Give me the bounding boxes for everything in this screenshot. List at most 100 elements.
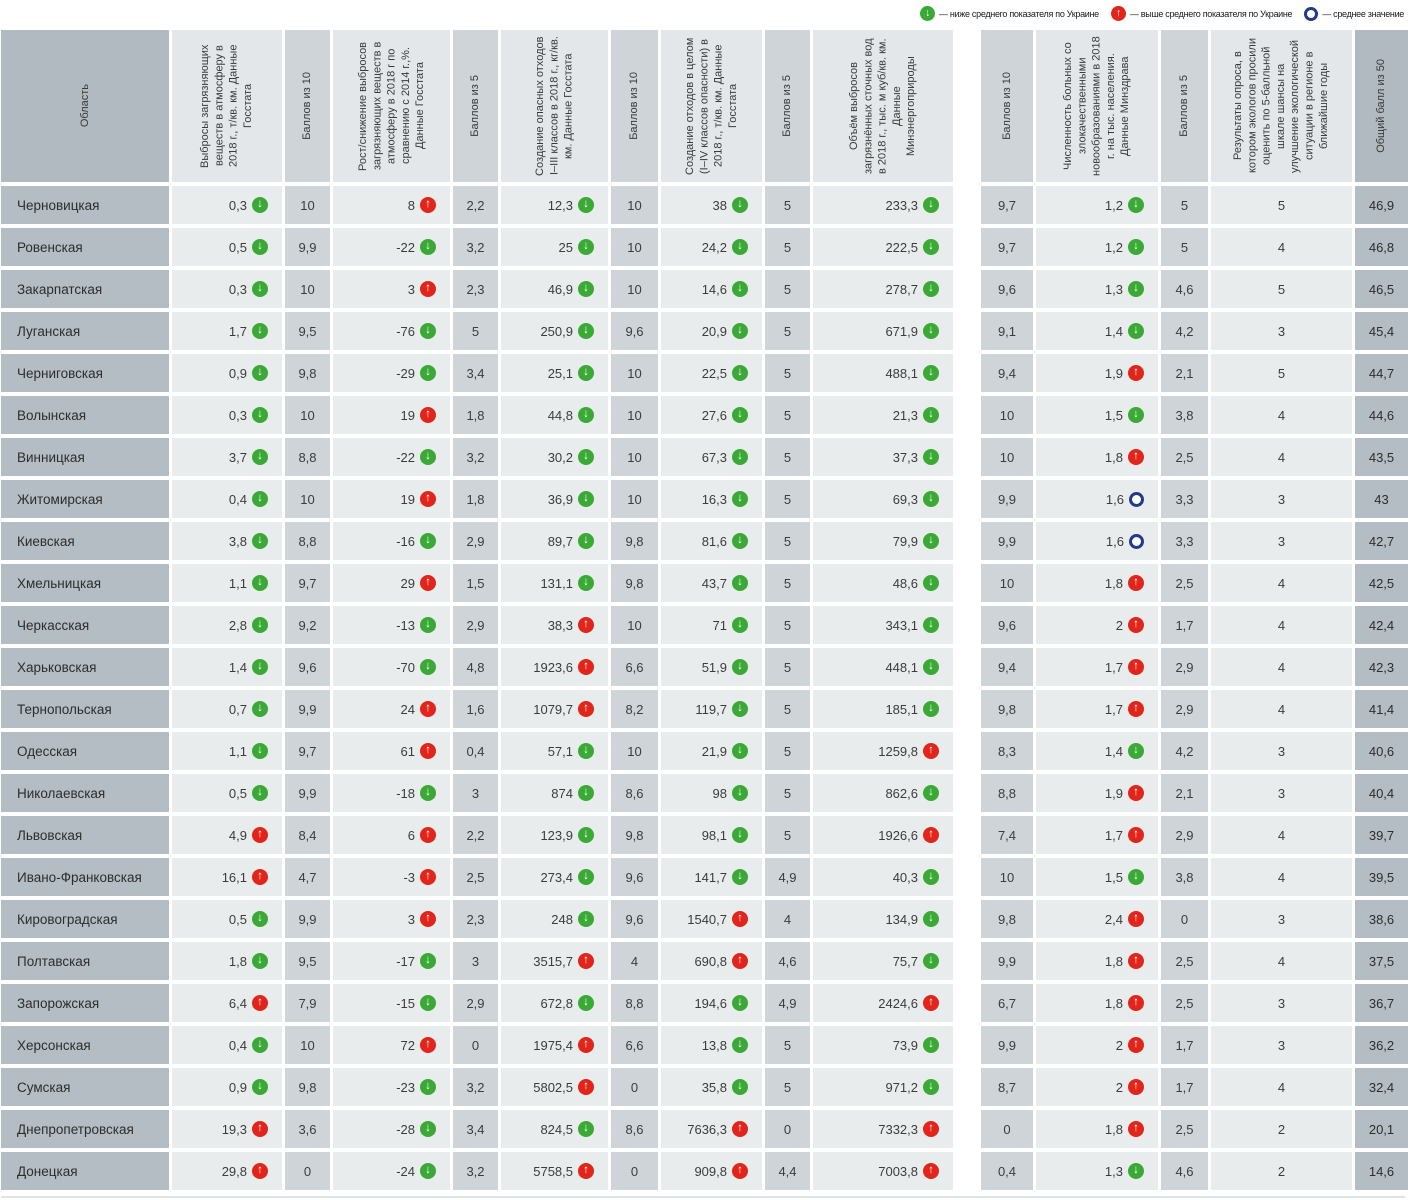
cell-value: 3 <box>471 785 480 801</box>
survey-cell: 3 <box>1211 522 1352 560</box>
above-average-icon: ↑ <box>578 1163 594 1179</box>
value-cell: 71 ↓ <box>661 606 762 644</box>
cell-value: 0,5 <box>228 785 247 801</box>
cell-value: 2,5 <box>1175 1121 1194 1137</box>
cell-value: 5 <box>783 323 792 339</box>
above-average-icon: ↑ <box>252 995 268 1011</box>
cell-value: 79,9 <box>892 533 918 549</box>
score-cell: 10 <box>285 186 330 224</box>
cell-value: 0,9 <box>228 365 247 381</box>
below-average-icon: ↓ <box>1128 323 1144 339</box>
cell-value: -24 <box>396 1163 415 1179</box>
col-header: Создание отходов в целом (I–IV классов о… <box>661 30 762 182</box>
below-average-icon: ↓ <box>1128 281 1144 297</box>
score-cell: 4 <box>765 900 810 938</box>
below-average-icon: ↓ <box>578 197 594 213</box>
below-average-icon: ↓ <box>732 869 748 885</box>
score-cell: 9,9 <box>981 480 1033 518</box>
above-average-icon: ↑ <box>1128 911 1144 927</box>
cell-value: 4 <box>1277 659 1286 675</box>
value-cell: 1,4 ↓ <box>1036 732 1158 770</box>
above-average-icon: ↑ <box>1128 617 1144 633</box>
cell-value: 48,6 <box>892 575 918 591</box>
value-cell: 36,9 ↓ <box>501 480 608 518</box>
cell-value: 5 <box>783 449 792 465</box>
table-section-gap <box>956 270 978 308</box>
below-average-icon: ↓ <box>252 365 268 381</box>
cell-value: 6,6 <box>625 1037 644 1053</box>
cell-value: 10 <box>300 281 315 297</box>
cell-value: 690,8 <box>694 953 727 969</box>
table-row: Полтавская 1,8 ↓ 9,5 -17 ↓ 3 3515,7 ↑ 4 690,8 ↑ 4,6 7… <box>1 942 1408 980</box>
value-cell: 89,7 ↓ <box>501 522 608 560</box>
table-row: Хмельницкая 1,1 ↓ 9,7 29 ↑ 1,5 131,1 ↓ 9,8 43,7 ↓ 5 4… <box>1 564 1408 602</box>
above-average-icon: ↑ <box>1128 1121 1144 1137</box>
cell-value: 0 <box>303 1163 312 1179</box>
score-cell: 1,8 <box>453 480 498 518</box>
above-average-icon: ↑ <box>1128 575 1144 591</box>
above-average-icon: ↑ <box>1128 701 1144 717</box>
below-average-icon: ↓ <box>732 407 748 423</box>
cell-value: 3 <box>1277 323 1286 339</box>
value-cell: 1,5 ↓ <box>1036 858 1158 896</box>
above-average-icon: ↑ <box>420 869 436 885</box>
survey-cell: 4 <box>1211 648 1352 686</box>
above-average-icon: ↑ <box>923 995 939 1011</box>
score-cell: 0 <box>1161 900 1208 938</box>
above-average-icon: ↑ <box>420 1037 436 1053</box>
above-average-icon: ↑ <box>923 743 939 759</box>
value-cell: 43,7 ↓ <box>661 564 762 602</box>
below-average-icon: ↓ <box>420 785 436 801</box>
cell-value: 0 <box>630 1079 639 1095</box>
value-cell: 248 ↓ <box>501 900 608 938</box>
cell-value: 4,2 <box>1175 743 1194 759</box>
value-cell: 1,1 ↓ <box>172 732 282 770</box>
cell-value: 1,5 <box>1104 407 1123 423</box>
cell-value: 9,8 <box>298 1079 317 1095</box>
value-cell: 29,8 ↑ <box>172 1152 282 1190</box>
cell-value: 36,2 <box>1368 1037 1395 1053</box>
cell-value: 0,5 <box>228 911 247 927</box>
score-cell: 0 <box>981 1110 1033 1148</box>
score-cell: 9,5 <box>285 312 330 350</box>
cell-value: 9,8 <box>997 701 1017 717</box>
col-header-label: Общий балл из 50 <box>1375 59 1388 153</box>
cell-value: 1,2 <box>1104 239 1123 255</box>
cell-value: 2,5 <box>1175 575 1194 591</box>
above-average-icon: ↑ <box>1128 365 1144 381</box>
score-cell: 10 <box>611 732 658 770</box>
below-average-icon: ↓ <box>923 323 939 339</box>
table-row: Херсонская 0,4 ↓ 10 72 ↑ 0 1975,4 ↑ 6,6 13,8 ↓ 5 73,9… <box>1 1026 1408 1064</box>
cell-value: 2 <box>1277 1121 1286 1137</box>
cell-value: 73,9 <box>892 1037 918 1053</box>
value-cell: 75,7 ↓ <box>813 942 953 980</box>
above-average-icon: ↑ <box>732 953 748 969</box>
cell-value: 4,9 <box>778 995 797 1011</box>
below-average-icon: ↓ <box>923 239 939 255</box>
value-cell: -22 ↓ <box>333 228 450 266</box>
survey-cell: 5 <box>1211 354 1352 392</box>
cell-value: -70 <box>396 659 415 675</box>
cell-value: 9,9 <box>997 491 1017 507</box>
below-average-icon: ↓ <box>252 575 268 591</box>
cell-value: 0,9 <box>228 1079 247 1095</box>
below-average-icon: ↓ <box>578 911 594 927</box>
score-cell: 1,7 <box>1161 1026 1208 1064</box>
col-header: Область <box>1 30 169 182</box>
value-cell: 21,9 ↓ <box>661 732 762 770</box>
score-cell: 0 <box>611 1152 658 1190</box>
cell-value: 25,1 <box>547 365 573 381</box>
score-cell: 3,3 <box>1161 480 1208 518</box>
below-average-icon: ↓ <box>919 6 935 21</box>
total-score-cell: 40,6 <box>1355 732 1408 770</box>
cell-value: 98 <box>712 785 727 801</box>
score-cell: 8,8 <box>285 438 330 476</box>
cell-value: 4 <box>630 953 639 969</box>
col-header-label: Баллов из 10 <box>628 72 641 140</box>
cell-value: 10 <box>627 197 642 213</box>
score-cell: 2,9 <box>1161 690 1208 728</box>
below-average-icon: ↓ <box>732 323 748 339</box>
score-cell: 5 <box>1161 186 1208 224</box>
value-cell: 14,6 ↓ <box>661 270 762 308</box>
below-average-icon: ↓ <box>923 197 939 213</box>
